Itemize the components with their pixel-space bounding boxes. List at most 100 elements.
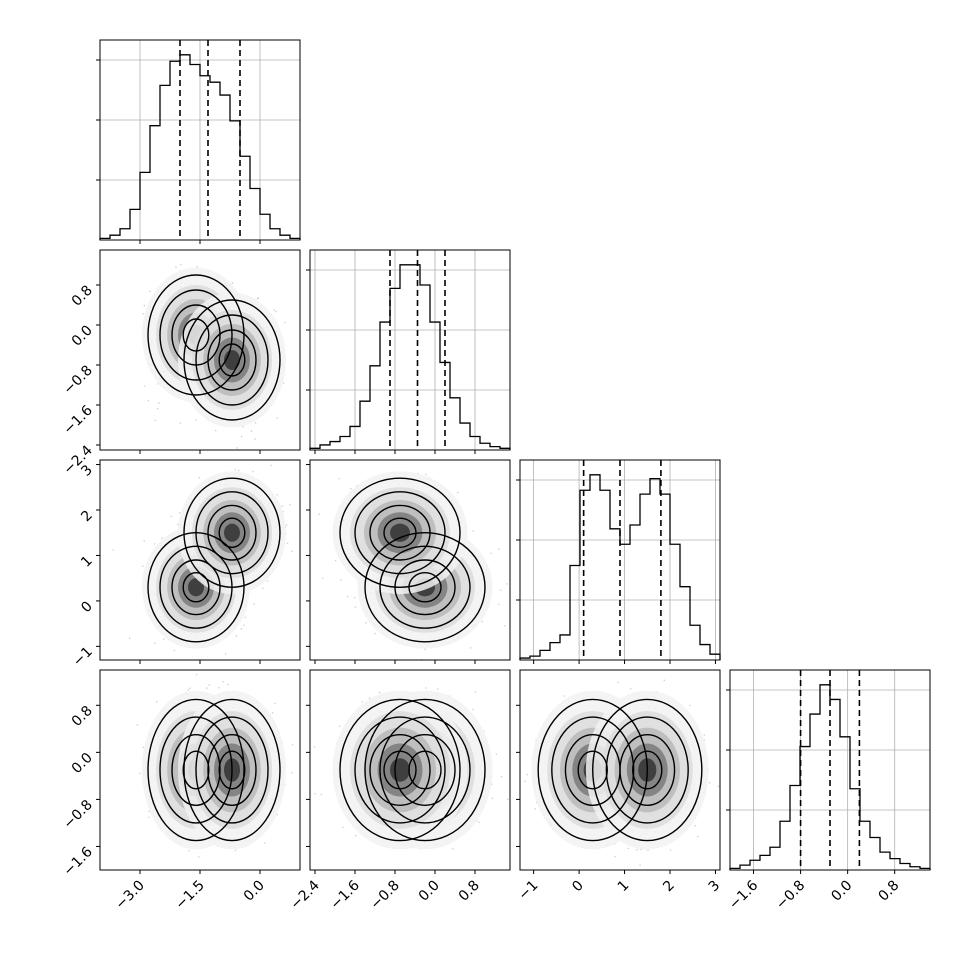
sample-point bbox=[472, 530, 474, 532]
density-contour bbox=[207, 329, 257, 391]
scatter-panel-3-1 bbox=[99, 459, 303, 661]
sample-point bbox=[340, 579, 342, 582]
density-contour bbox=[339, 477, 461, 588]
density-contour bbox=[379, 545, 471, 629]
sample-point bbox=[285, 524, 288, 526]
density-contour bbox=[171, 559, 221, 616]
sample-point bbox=[276, 493, 279, 496]
sample-point bbox=[261, 587, 264, 590]
sample-point bbox=[257, 297, 260, 299]
sample-point bbox=[153, 543, 156, 545]
sample-point bbox=[194, 419, 197, 421]
sample-point bbox=[425, 473, 427, 476]
sample-point bbox=[497, 548, 500, 550]
sample-point bbox=[275, 310, 277, 313]
sample-point bbox=[196, 266, 199, 268]
scatter-panel-4-1 bbox=[99, 669, 301, 871]
sample-point bbox=[240, 628, 243, 630]
sample-point bbox=[271, 711, 274, 714]
scatter-panel-3-2 bbox=[309, 459, 511, 661]
scatter-panel-2-1 bbox=[99, 249, 301, 451]
sample-point bbox=[148, 810, 151, 813]
sample-point bbox=[244, 616, 247, 619]
sample-point bbox=[321, 577, 324, 579]
density-contour bbox=[195, 314, 269, 406]
density-contour bbox=[159, 289, 233, 381]
sample-point bbox=[144, 385, 146, 387]
sample-point bbox=[141, 565, 144, 567]
sample-point bbox=[252, 470, 254, 473]
sample-point bbox=[178, 511, 181, 514]
sample-point bbox=[282, 382, 285, 384]
sample-point bbox=[180, 263, 182, 266]
sample-point bbox=[128, 637, 131, 639]
sample-point bbox=[136, 724, 139, 726]
sample-point bbox=[503, 625, 506, 627]
sample-point bbox=[365, 622, 367, 624]
sample-point bbox=[170, 515, 173, 518]
sample-point bbox=[281, 505, 284, 507]
sample-point bbox=[214, 429, 217, 432]
sample-point bbox=[208, 684, 211, 686]
sample-point bbox=[198, 477, 201, 479]
sample-point bbox=[161, 537, 163, 539]
sample-point bbox=[276, 417, 279, 419]
sample-point bbox=[469, 647, 472, 649]
sample-point bbox=[236, 447, 238, 449]
sample-point bbox=[353, 597, 356, 599]
sample-point bbox=[142, 312, 145, 315]
density-contour bbox=[182, 572, 210, 603]
sample-point bbox=[158, 402, 160, 404]
sample-point bbox=[254, 438, 256, 440]
sample-point bbox=[254, 422, 257, 424]
sample-point bbox=[143, 304, 146, 307]
sample-point bbox=[264, 842, 266, 844]
density-fill bbox=[390, 523, 410, 542]
sample-point bbox=[206, 687, 208, 689]
sample-point bbox=[143, 540, 145, 542]
density-contour bbox=[218, 517, 246, 548]
panel-frame bbox=[309, 459, 511, 661]
density-contour bbox=[183, 299, 281, 421]
sample-point bbox=[139, 772, 141, 775]
sample-point bbox=[374, 632, 376, 635]
sample-point bbox=[237, 469, 240, 472]
sample-point bbox=[286, 542, 289, 545]
sample-point bbox=[240, 435, 243, 438]
sample-point bbox=[177, 523, 179, 526]
density-contour bbox=[183, 477, 281, 588]
sample-point bbox=[156, 407, 159, 410]
sample-point bbox=[497, 603, 500, 606]
sample-point bbox=[346, 595, 349, 598]
sample-point bbox=[274, 702, 276, 705]
sample-point bbox=[250, 430, 253, 432]
sample-point bbox=[149, 290, 151, 293]
sample-point bbox=[266, 580, 269, 582]
sample-point bbox=[301, 552, 303, 554]
sample-point bbox=[506, 583, 508, 585]
sample-point bbox=[147, 399, 150, 402]
sample-point bbox=[481, 621, 484, 623]
sample-point bbox=[231, 282, 234, 284]
density-contour bbox=[147, 274, 245, 396]
density-contour bbox=[383, 517, 417, 548]
sample-point bbox=[187, 689, 190, 691]
sample-point bbox=[235, 635, 238, 637]
sample-point bbox=[283, 321, 286, 324]
sample-point bbox=[490, 552, 492, 555]
sample-point bbox=[273, 309, 276, 311]
sample-point bbox=[234, 468, 237, 471]
sample-point bbox=[162, 638, 165, 640]
sample-point bbox=[334, 559, 337, 562]
density-contour bbox=[364, 532, 486, 643]
sample-point bbox=[349, 487, 352, 490]
sample-point bbox=[499, 589, 502, 592]
sample-point bbox=[256, 297, 259, 300]
sample-point bbox=[175, 266, 177, 268]
sample-point bbox=[253, 603, 255, 605]
sample-point bbox=[173, 649, 176, 652]
density-contour bbox=[207, 504, 257, 561]
sample-point bbox=[224, 652, 227, 655]
sample-point bbox=[154, 419, 157, 422]
